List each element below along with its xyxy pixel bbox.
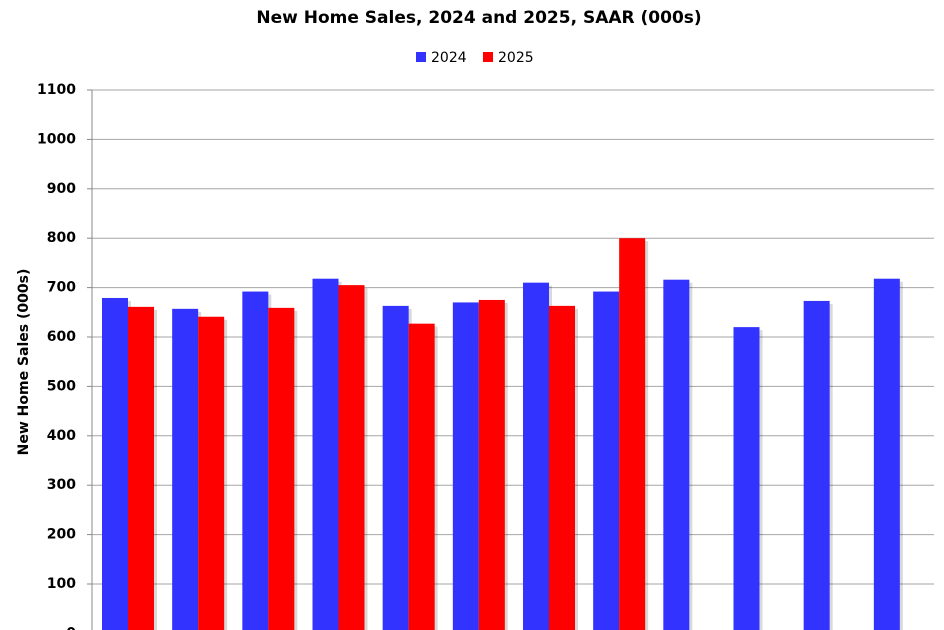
- legend-swatch: [483, 52, 493, 62]
- bar: [549, 305, 575, 630]
- y-tick-label: 1100: [37, 82, 76, 98]
- y-tick-label: 100: [47, 576, 76, 592]
- bar: [312, 278, 339, 630]
- bar: [198, 316, 225, 630]
- bar: [619, 238, 646, 630]
- legend-label: 2024: [431, 50, 467, 66]
- y-tick-label: 800: [47, 230, 76, 246]
- bar: [478, 299, 505, 630]
- bar: [663, 279, 690, 630]
- bar: [408, 323, 435, 630]
- y-tick-label: 900: [47, 181, 76, 197]
- bar: [803, 300, 830, 630]
- legend-label: 2025: [498, 50, 534, 66]
- chart-title: New Home Sales, 2024 and 2025, SAAR (000…: [256, 8, 701, 28]
- y-tick-label: 700: [47, 280, 76, 296]
- y-tick-label: 300: [47, 477, 76, 493]
- bar: [268, 307, 295, 630]
- bar: [523, 282, 549, 630]
- bar: [733, 327, 760, 630]
- bar: [172, 308, 199, 630]
- y-tick-label: 0: [66, 625, 76, 630]
- bar: [242, 291, 269, 630]
- y-tick-label: 600: [47, 329, 76, 345]
- bar: [873, 278, 900, 630]
- bar: [338, 285, 365, 630]
- y-tick-label: 500: [47, 378, 76, 394]
- legend-swatch: [416, 52, 426, 62]
- bar: [593, 291, 620, 630]
- y-tick-label: 1000: [37, 131, 76, 147]
- bar: [102, 297, 128, 630]
- y-tick-label: 200: [47, 527, 76, 543]
- y-tick-label: 400: [47, 428, 76, 444]
- bar: [382, 305, 409, 630]
- y-axis-label: New Home Sales (000s): [16, 269, 32, 456]
- bar: [128, 306, 154, 630]
- bar: [452, 302, 479, 630]
